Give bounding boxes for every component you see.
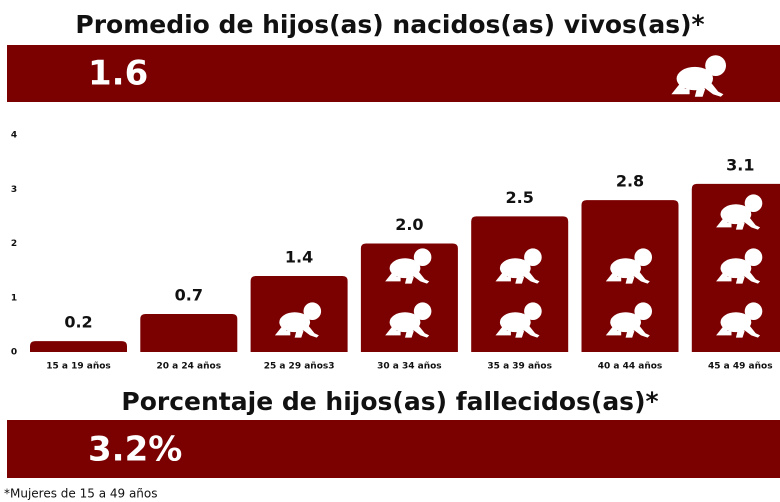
y-tick-label: 2: [11, 239, 17, 249]
bar-chart: 0 1 2 3 4 0.2 15 a 19 años 0.7 20 a 24 años 1.4 25…: [11, 131, 780, 372]
bar: [140, 314, 238, 352]
value-label: 0.7: [175, 286, 203, 305]
y-tick-label: 3: [11, 185, 17, 195]
value-label: 2.5: [506, 188, 534, 207]
deceased-title: Porcentaje de hijos(as) fallecidos(as)*: [121, 387, 658, 416]
x-tick-label: 30 a 34 años: [377, 362, 442, 372]
y-tick-label: 0: [11, 348, 17, 358]
x-tick-label: 20 a 24 años: [157, 362, 222, 372]
value-label: 2.0: [395, 215, 423, 234]
value-label: 0.2: [64, 313, 92, 332]
x-tick-label: 35 a 39 años: [487, 362, 552, 372]
x-tick-label: 40 a 44 años: [598, 362, 663, 372]
y-tick-label: 1: [11, 293, 17, 303]
average-value: 1.6: [88, 54, 148, 94]
bar: [360, 243, 458, 352]
x-tick-label: 45 a 49 años: [708, 362, 773, 372]
deceased-banner: [7, 420, 780, 478]
average-banner: [7, 45, 780, 102]
bar: [30, 341, 127, 352]
value-label: 1.4: [285, 248, 313, 267]
bar: [471, 216, 569, 352]
deceased-value: 3.2%: [88, 430, 182, 470]
x-tick-label: 15 a 19 años: [46, 362, 111, 372]
y-tick-label: 4: [11, 131, 17, 141]
footnote: *Mujeres de 15 a 49 años: [4, 487, 158, 501]
x-tick-label: 25 a 29 años3: [264, 362, 335, 372]
value-label: 3.1: [726, 155, 754, 174]
title: Promedio de hijos(as) nacidos(as) vivos(…: [75, 10, 704, 39]
value-label: 2.8: [616, 172, 644, 191]
